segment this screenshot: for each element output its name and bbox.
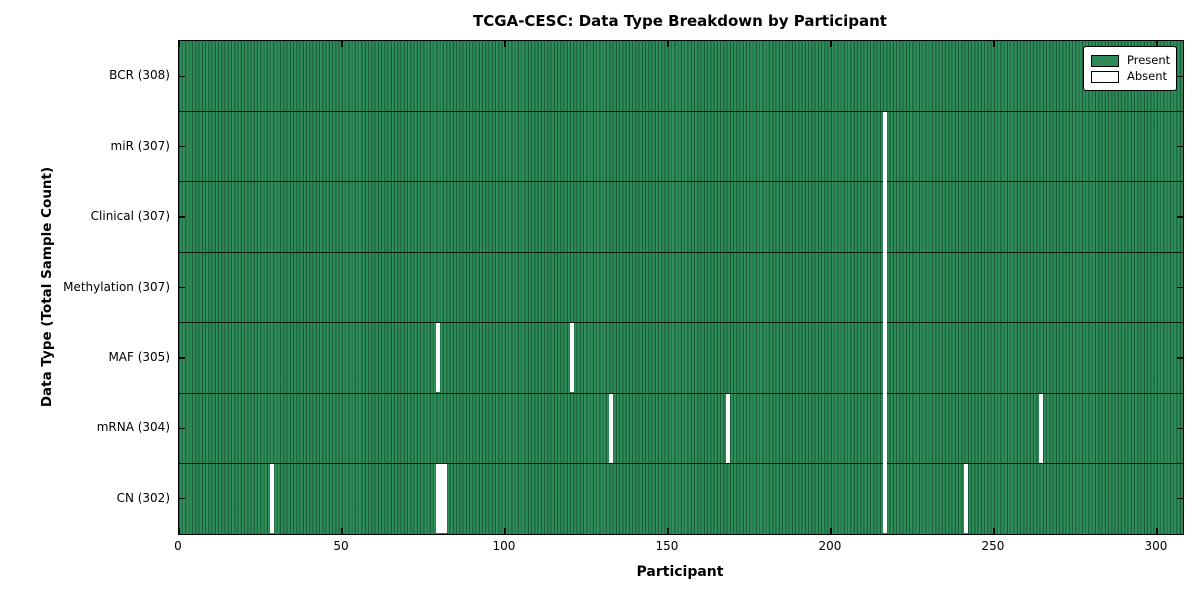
row-boundary [179,181,1183,183]
absent-gap [1039,393,1044,463]
y-tick-mark [1177,357,1183,359]
legend-present-swatch [1091,54,1119,67]
y-tick-mark [179,75,185,77]
y-tick-label: Clinical (307) [90,209,170,224]
absent-gap [964,464,969,534]
row-boundary [179,251,1183,253]
legend-absent-swatch [1091,70,1119,83]
row-boundary [179,110,1183,113]
y-tick-mark [1177,146,1183,148]
x-tick-label: 100 [492,539,516,553]
x-tick-label: 50 [333,539,349,553]
y-tick-mark [1177,498,1183,500]
absent-gap [269,464,275,534]
row-boundary [179,322,1183,324]
y-tick-label: Methylation (307) [63,279,170,294]
legend-present-label: Present [1127,52,1171,67]
y-tick-label: miR (307) [110,138,170,153]
x-tick-mark [504,41,506,47]
legend-absent-label: Absent [1127,68,1168,83]
y-tick-label: CN (302) [116,490,170,505]
x-tick-mark [830,41,832,47]
x-tick-mark [667,41,669,47]
y-tick-mark [179,357,185,359]
y-tick-label: mRNA (304) [96,420,170,435]
absent-gap [436,464,447,534]
x-tick-mark [1156,528,1158,534]
x-tick-mark [341,41,343,47]
x-tick-mark [993,528,995,534]
row-boundary [179,462,1183,465]
y-tick-label: BCR (308) [109,68,170,83]
x-tick-label: 150 [655,539,679,553]
x-tick-mark [504,528,506,534]
legend-entry-absent: Absent [1091,69,1169,84]
x-tick-mark [179,528,180,534]
x-tick-label: 250 [981,539,1005,553]
chart-title: TCGA-CESC: Data Type Breakdown by Partic… [473,12,887,30]
x-tick-label: 200 [818,539,842,553]
y-tick-mark [179,146,185,148]
legend-entry-present: Present [1091,52,1171,68]
x-tick-mark [1156,41,1158,47]
y-tick-mark [1177,216,1183,218]
y-tick-mark [179,286,185,289]
x-tick-mark [667,528,669,534]
absent-gap [569,323,574,393]
x-axis-label: Participant [636,564,724,580]
y-tick-mark [179,498,185,500]
x-tick-label: 0 [174,539,182,553]
row-boundary [179,392,1183,394]
y-tick-mark [1177,75,1183,77]
y-tick-mark [1177,427,1183,429]
x-tick-mark [993,41,995,47]
legend: Present Absent [1083,46,1177,91]
y-tick-mark [1177,286,1183,289]
plot-area [178,40,1184,535]
x-tick-mark [341,528,343,534]
y-tick-mark [179,427,185,429]
y-tick-label: MAF (305) [108,349,170,364]
absent-gap [436,323,441,393]
absent-gap [882,112,887,534]
absent-gap [726,393,731,463]
x-tick-mark [179,41,180,47]
x-tick-mark [830,528,832,534]
y-tick-mark [179,216,185,218]
absent-gap [608,393,614,463]
x-tick-label: 300 [1144,539,1168,553]
